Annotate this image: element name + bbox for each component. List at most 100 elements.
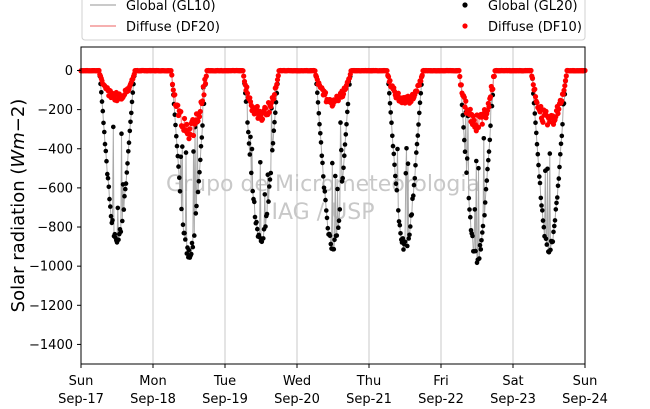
x-tick-label-date: Sep-19 [202,392,248,407]
y-tick-label: −200 [37,103,73,118]
global-point [128,119,133,125]
global-point [534,141,540,147]
global-point [174,143,180,149]
global-point [389,120,394,125]
global-point [544,242,550,247]
global-point [173,122,178,128]
y-tick-label: −400 [37,142,73,157]
global-point [462,149,468,154]
global-point [543,236,549,242]
global-point [177,175,182,180]
global-point [324,215,330,221]
diffuse-point [562,83,568,89]
global-point [558,141,564,147]
global-point [547,151,553,156]
global-point [330,160,335,166]
diffuse-point [259,116,266,122]
global-point [461,125,466,130]
global-point [124,170,130,175]
global-point [101,120,106,126]
global-point [535,151,541,157]
global-point [417,100,423,105]
global-point [477,242,483,248]
global-point [249,170,254,176]
global-point [261,236,266,241]
global-point [247,152,253,157]
global-point [199,135,205,140]
global-point [417,110,422,116]
series-diffuse-df10 [78,67,588,142]
global-point [198,157,203,163]
global-point [193,211,199,216]
global-point [178,154,184,160]
global-point [189,251,194,257]
global-point [533,120,538,125]
global-point [246,129,251,135]
global-point [486,149,492,154]
global-point [273,110,278,115]
global-point [336,225,341,230]
global-point [268,170,274,176]
diffuse-point [532,94,539,100]
global-point [387,91,392,96]
global-point [483,186,489,192]
diffuse-point [467,106,473,112]
global-point [482,213,487,218]
global-point [100,108,106,114]
diffuse-point [463,98,469,104]
diffuse-point [534,100,540,106]
global-point [250,188,255,194]
global-point [319,153,325,159]
global-point [487,137,493,143]
global-point [191,149,196,154]
global-point [554,200,559,206]
global-point [344,122,349,127]
global-point [174,133,179,139]
diffuse-point [244,84,250,90]
diffuse-point [419,72,425,78]
global-point [104,158,109,164]
global-point [126,140,132,145]
diffuse-point [387,78,393,84]
diffuse-point [187,126,193,132]
global-point [176,164,181,169]
diffuse-point [563,73,569,79]
diffuse-point [247,95,253,101]
diffuse-point [274,77,281,83]
global-point [254,219,259,225]
global-point [552,218,558,223]
global-point [468,214,473,220]
global-point [105,175,111,181]
diffuse-point [271,96,277,102]
global-point [317,121,322,127]
watermark-line: IAG / USP [272,200,375,225]
global-point [414,150,419,155]
global-point [462,137,467,143]
global-point [320,160,325,166]
global-point [345,101,351,107]
global-point [252,214,258,220]
global-point [338,120,343,125]
diffuse-point [385,74,392,80]
global-point [122,193,127,199]
diffuse-point [203,73,209,79]
diffuse-point [395,90,401,96]
global-point [316,111,322,116]
global-point [249,146,255,152]
global-point [248,134,253,140]
global-point [560,122,565,127]
x-tick-label-day: Mon [139,374,166,389]
global-point [315,100,321,105]
diffuse-point [555,110,561,117]
global-point [129,110,134,116]
y-tick-label: 0 [65,64,73,79]
diffuse-point [254,103,260,110]
global-point [484,178,490,183]
global-point [414,141,420,147]
global-point [480,223,486,229]
global-point [126,149,131,154]
global-point [553,207,559,212]
diffuse-point [543,108,549,114]
global-point [195,189,201,195]
global-point [537,180,543,186]
